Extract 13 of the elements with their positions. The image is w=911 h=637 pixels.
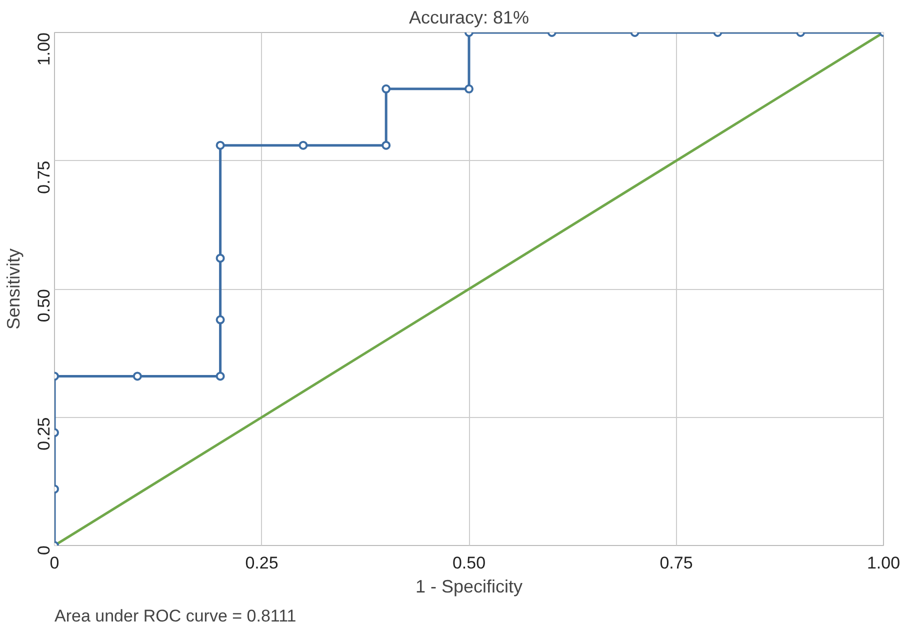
text: Area under ROC curve = 0.8111 (54, 606, 296, 626)
y-tick-label: 0.25 (34, 417, 54, 450)
x-tick-label: 1.00 (866, 554, 900, 572)
chart-title: Accuracy: 81% (408, 8, 530, 28)
y-tick-label: 0 (34, 545, 54, 555)
x-axis-title: 1 - Specificity (415, 576, 523, 596)
x-tick-label: 0.75 (660, 554, 693, 572)
y-axis-title: Sensitivity (4, 248, 24, 330)
y-tick-label: 0.50 (34, 288, 54, 322)
x-tick-label: 0.25 (245, 554, 278, 572)
x-tick-label: 0.50 (452, 554, 486, 572)
y-tick-label: 0.75 (34, 160, 54, 194)
y-tick-label: 1.00 (34, 32, 54, 66)
